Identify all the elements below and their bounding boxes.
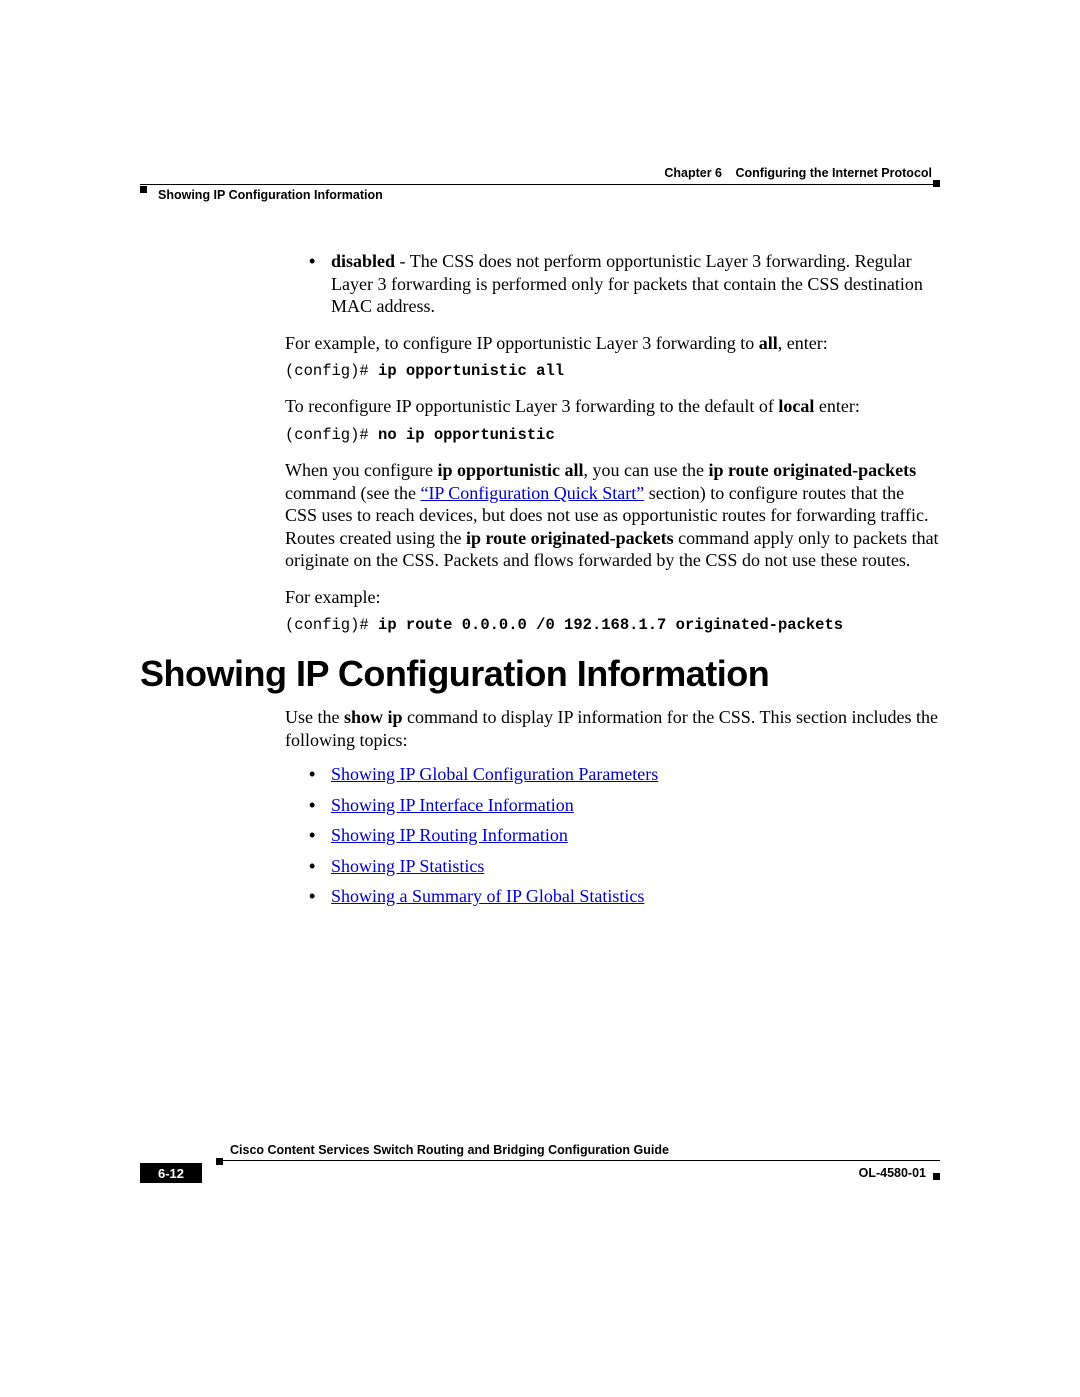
text: command (see the (285, 483, 420, 503)
link-ip-statistics[interactable]: Showing IP Statistics (331, 856, 484, 876)
text: Use the (285, 707, 344, 727)
text: When you configure (285, 460, 437, 480)
para-reconfig: To reconfigure IP opportunistic Layer 3 … (285, 395, 940, 418)
bullet-dot: • (309, 250, 331, 318)
bullet-dot: • (309, 824, 331, 847)
bold: ip route originated-packets (466, 528, 674, 548)
topics-list: • Showing IP Global Configuration Parame… (285, 763, 940, 908)
header-rule (140, 184, 940, 185)
footer-marker-right (933, 1173, 940, 1180)
bullet-disabled-text: - The CSS does not perform opportunistic… (331, 251, 923, 316)
topic-item: • Showing IP Routing Information (309, 824, 940, 847)
text: , enter: (778, 333, 828, 353)
bullet-disabled-label: disabled (331, 251, 395, 271)
page-number-box: 6-12 (140, 1163, 202, 1183)
bullet-dot: • (309, 794, 331, 817)
footer-doc-number: OL-4580-01 (859, 1166, 926, 1180)
bold: ip route originated-packets (708, 460, 916, 480)
footer-rule (220, 1160, 940, 1161)
code-line-2: (config)# no ip opportunistic (285, 426, 940, 445)
topic-item: • Showing IP Global Configuration Parame… (309, 763, 940, 786)
running-header: Chapter 6 Configuring the Internet Proto… (140, 166, 940, 180)
text: To reconfigure IP opportunistic Layer 3 … (285, 396, 778, 416)
content-area: • disabled - The CSS does not perform op… (285, 250, 940, 640)
cmd: ip opportunistic all (378, 362, 564, 380)
text: , you can use the (583, 460, 708, 480)
chapter-title: Configuring the Internet Protocol (735, 166, 932, 180)
bullet-dot: • (309, 885, 331, 908)
content-area-2: Use the show ip command to display IP in… (285, 706, 940, 916)
bold: ip opportunistic all (437, 460, 583, 480)
bold-local: local (778, 396, 814, 416)
bullet-dot: • (309, 855, 331, 878)
link-interface-info[interactable]: Showing IP Interface Information (331, 795, 574, 815)
prompt: (config)# (285, 616, 378, 634)
bullet-body: disabled - The CSS does not perform oppo… (331, 250, 940, 318)
bullet-dot: • (309, 763, 331, 786)
link-global-params[interactable]: Showing IP Global Configuration Paramete… (331, 764, 658, 784)
bullet-disabled: • disabled - The CSS does not perform op… (309, 250, 940, 318)
code-line-3: (config)# ip route 0.0.0.0 /0 192.168.1.… (285, 616, 940, 635)
header-marker-left (140, 186, 147, 193)
cmd: no ip opportunistic (378, 426, 555, 444)
topic-item: • Showing IP Interface Information (309, 794, 940, 817)
para-example-all: For example, to configure IP opportunist… (285, 332, 940, 355)
para-show-ip: Use the show ip command to display IP in… (285, 706, 940, 751)
topic-item: • Showing IP Statistics (309, 855, 940, 878)
text: For example, to configure IP opportunist… (285, 333, 759, 353)
prompt: (config)# (285, 362, 378, 380)
bold-show-ip: show ip (344, 707, 403, 727)
footer-marker-mid (216, 1158, 223, 1165)
bold-all: all (759, 333, 778, 353)
heading-showing-ip-config: Showing IP Configuration Information (140, 653, 769, 695)
text: enter: (814, 396, 859, 416)
footer-guide-title: Cisco Content Services Switch Routing an… (230, 1143, 669, 1157)
topic-item: • Showing a Summary of IP Global Statist… (309, 885, 940, 908)
prompt: (config)# (285, 426, 378, 444)
header-right: Chapter 6 Configuring the Internet Proto… (664, 166, 932, 180)
link-summary-global-stats[interactable]: Showing a Summary of IP Global Statistic… (331, 886, 644, 906)
xref-ip-config-quick-start[interactable]: “IP Configuration Quick Start” (420, 483, 644, 503)
para-long: When you configure ip opportunistic all,… (285, 459, 940, 572)
para-for-example: For example: (285, 586, 940, 609)
page: Chapter 6 Configuring the Internet Proto… (0, 0, 1080, 1397)
header-section-title: Showing IP Configuration Information (158, 188, 383, 202)
code-line-1: (config)# ip opportunistic all (285, 362, 940, 381)
link-routing-info[interactable]: Showing IP Routing Information (331, 825, 568, 845)
chapter-number: Chapter 6 (664, 166, 722, 180)
cmd: ip route 0.0.0.0 /0 192.168.1.7 originat… (378, 616, 843, 634)
